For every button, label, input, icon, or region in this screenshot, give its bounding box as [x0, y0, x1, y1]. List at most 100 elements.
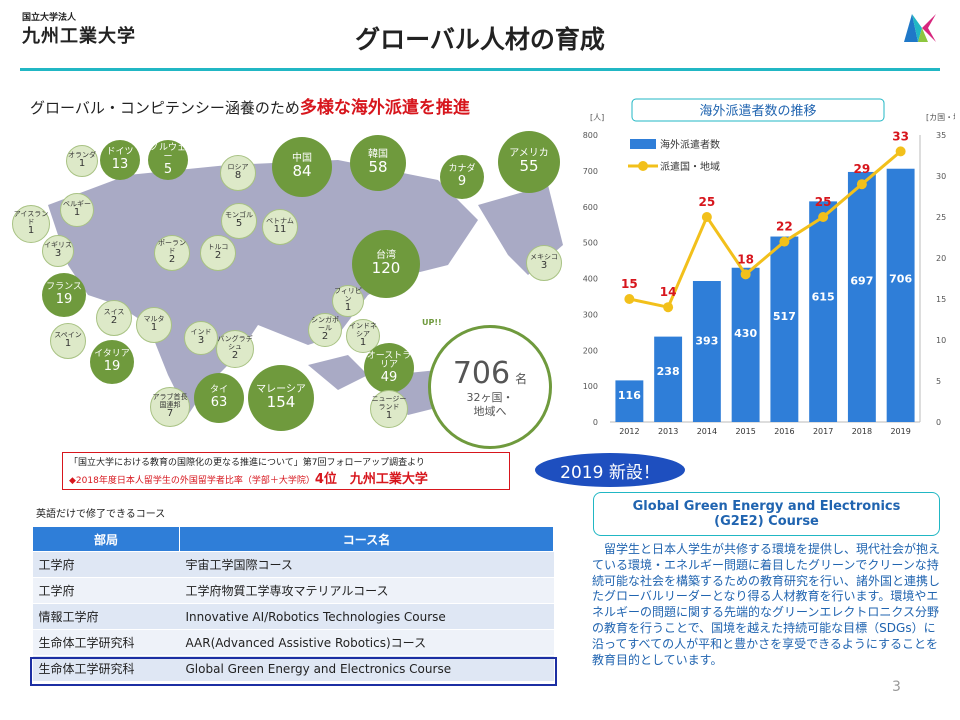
x-tick-label: 2016	[774, 427, 794, 436]
bar-label: 393	[695, 334, 718, 347]
country-bubble: イタリア 19	[90, 340, 134, 384]
x-tick-label: 2019	[890, 427, 910, 436]
table-cell: Global Green Energy and Electronics Cour…	[179, 655, 554, 682]
line-point	[663, 302, 674, 313]
map-subtitle: グローバル・コンピテンシー涵養のため多様な海外派遣を推進	[30, 93, 470, 118]
y-tick-label-left: 100	[583, 382, 598, 391]
y-tick-label-left: 400	[583, 275, 598, 284]
country-bubble: アラブ首長国連邦 7	[150, 387, 190, 427]
country-bubble: バングラデシュ 2	[216, 330, 254, 368]
line-label: 14	[660, 285, 677, 299]
line-point	[701, 212, 712, 222]
country-bubble: 中国 84	[272, 137, 332, 197]
up-label: UP!!	[422, 318, 442, 327]
column-header: 部局	[32, 526, 180, 552]
country-bubble: マレーシア 154	[248, 365, 314, 431]
university-logo-icon	[904, 14, 936, 42]
dispatch-trend-chart: 海外派遣者数の推移[人][カ国・地域]010020030040050060070…	[583, 98, 955, 436]
table-row: 生命体工学研究科 AAR(Advanced Assistive Robotics)…	[32, 629, 554, 656]
bar	[886, 168, 915, 422]
country-bubble: スペイン 1	[50, 323, 86, 359]
page-title: グローバル人材の育成	[355, 25, 605, 54]
y-tick-label-left: 800	[583, 131, 598, 140]
country-bubble: メキシコ 3	[526, 245, 562, 281]
y-tick-label-right: 5	[936, 377, 941, 386]
y-tick-label-right: 35	[936, 131, 946, 140]
subtitle-text: グローバル・コンピテンシー涵養のため	[30, 99, 300, 117]
total-summary-circle: 706 名 32ヶ国・ 地域へ	[428, 325, 552, 449]
table-row: 情報工学府 Innovative AI/Robotics Technologies…	[32, 603, 554, 630]
chart-title: 海外派遣者数の推移	[699, 104, 816, 119]
bar-label: 238	[657, 365, 680, 378]
country-bubble: カナダ 9	[440, 155, 484, 199]
country-bubble: タイ 63	[194, 373, 244, 423]
table-row: 生命体工学研究科 Global Green Energy and Electron…	[32, 655, 554, 682]
page-number: 3	[892, 679, 901, 695]
legend-marker	[638, 161, 648, 171]
country-bubble: 台湾 120	[352, 230, 420, 298]
country-bubble: アメリカ 55	[498, 131, 560, 193]
table-row: 工学府 宇宙工学国際コース	[32, 551, 554, 578]
total-unit: 名	[515, 372, 528, 387]
series-line	[629, 150, 902, 309]
x-tick-label: 2014	[697, 427, 717, 436]
bar	[809, 201, 838, 422]
table-cell: 宇宙工学国際コース	[179, 551, 554, 578]
line-label: 22	[776, 220, 793, 234]
g2e2-course-title: Global Green Energy and Electronics (G2E…	[593, 492, 940, 536]
x-tick-label: 2018	[852, 427, 872, 436]
line-label: 25	[699, 195, 716, 209]
survey-note: 「国立大学における教育の国際化の更なる推進について」第7回フォローアップ調査より…	[62, 452, 510, 490]
y-tick-label-left: 200	[583, 346, 598, 355]
country-bubble: ノルウェー 5	[148, 140, 188, 180]
country-bubble: ベルギー 1	[60, 193, 94, 227]
line-label: 33	[892, 129, 909, 143]
table-cell: 生命体工学研究科	[32, 629, 180, 656]
y-tick-label-left: 0	[593, 418, 598, 427]
y-tick-label-right: 30	[936, 172, 946, 181]
g2e2-title-line2: (G2E2) Course	[714, 514, 819, 529]
table-cell: 情報工学府	[32, 603, 180, 630]
bar-label: 706	[889, 273, 912, 286]
table-row: 工学府 工学府物質工学専攻マテリアルコース	[32, 577, 554, 604]
line-label: 25	[815, 195, 832, 209]
subtitle-highlight: 多様な海外派遣を推進	[299, 98, 470, 118]
country-bubble: ポーランド 2	[154, 235, 190, 271]
y-tick-label-right: 25	[936, 213, 946, 222]
y-tick-label-right: 20	[936, 254, 946, 263]
line-point	[818, 212, 829, 222]
total-countries: 32ヶ国・ 地域へ	[466, 391, 514, 418]
legend-label: 海外派遣者数	[660, 138, 720, 151]
bar	[847, 171, 876, 422]
g2e2-description: 留学生と日本人学生が共修する環境を提供し、現代社会が抱えている環境・エネルギー問…	[592, 542, 941, 667]
bar	[692, 281, 721, 422]
line-point	[856, 179, 867, 190]
y-tick-label-right: 15	[936, 295, 946, 304]
y-tick-label-right: 0	[936, 418, 941, 427]
country-bubble: ドイツ 13	[100, 140, 140, 180]
line-label: 29	[854, 162, 871, 176]
line-label: 18	[737, 252, 754, 266]
table-cell: AAR(Advanced Assistive Robotics)コース	[179, 629, 554, 656]
line-label: 15	[621, 277, 638, 291]
x-tick-label: 2012	[619, 427, 639, 436]
legend-swatch-bars	[630, 139, 656, 149]
country-bubble: ベトナム 11	[262, 209, 298, 245]
university-label: 国立大学法人	[22, 13, 77, 23]
g2e2-title-line1: Global Green Energy and Electronics	[632, 499, 901, 514]
table-cell: 工学府物質工学専攻マテリアルコース	[179, 577, 554, 604]
y-tick-label-left: 600	[583, 203, 598, 212]
header-divider	[20, 68, 940, 71]
legend-label: 派遣国・地域	[660, 160, 720, 173]
country-bubble: イギリス 3	[42, 235, 74, 267]
bar-label: 615	[812, 291, 835, 304]
table-cell: 生命体工学研究科	[32, 655, 180, 682]
country-bubble: スイス 2	[96, 300, 132, 336]
country-bubble: マルタ 1	[136, 307, 172, 343]
table-header-row: 部局 コース名	[32, 526, 554, 552]
y-axis-left-label: [人]	[590, 113, 604, 122]
total-count: 706	[452, 356, 511, 392]
y-axis-right-label: [カ国・地域]	[926, 112, 955, 122]
country-bubble: オーストラリア 49	[364, 343, 414, 393]
highlighted-row-frame	[30, 657, 557, 686]
